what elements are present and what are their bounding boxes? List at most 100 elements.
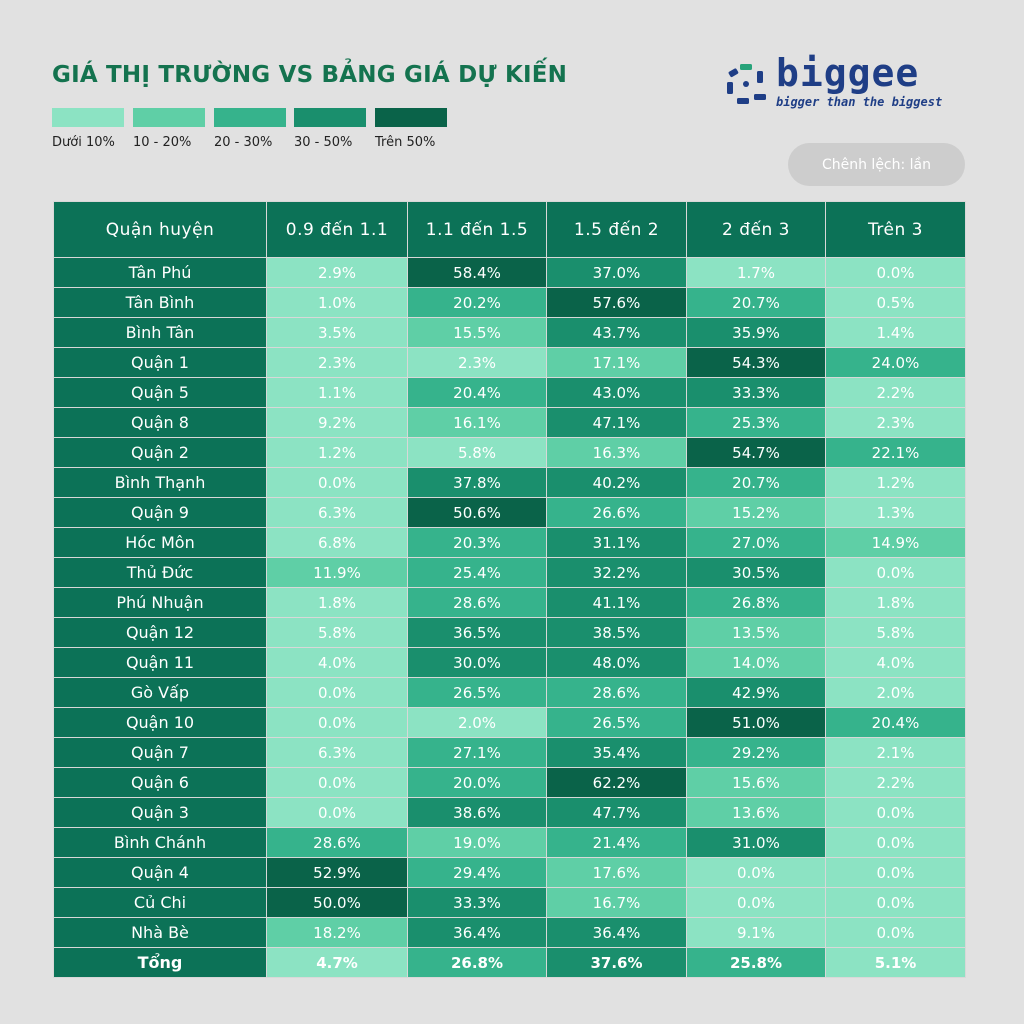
value-cell: 42.9% [686, 677, 826, 708]
value-cell: 41.1% [546, 587, 687, 618]
district-name-cell: Thủ Đức [53, 557, 267, 588]
value-cell: 6.8% [266, 527, 408, 558]
value-cell: 2.3% [266, 347, 408, 378]
value-cell: 29.4% [407, 857, 547, 888]
table-row: Quận 2 1.2% 5.8% 16.3% 54.7% 22.1% [53, 437, 966, 468]
value-cell: 35.9% [686, 317, 826, 348]
value-cell: 20.2% [407, 287, 547, 318]
value-cell: 16.1% [407, 407, 547, 438]
table-row: Quận 9 6.3% 50.6% 26.6% 15.2% 1.3% [53, 497, 966, 528]
value-cell: 38.6% [407, 797, 547, 828]
value-cell: 33.3% [407, 887, 547, 918]
value-cell: 14.9% [825, 527, 966, 558]
district-name-cell: Quận 10 [53, 707, 267, 738]
value-cell: 3.5% [266, 317, 408, 348]
value-cell: 1.1% [266, 377, 408, 408]
legend-label: 20 - 30% [214, 135, 273, 150]
table-row: Quận 10 0.0% 2.0% 26.5% 51.0% 20.4% [53, 707, 966, 738]
value-cell: 0.0% [825, 887, 966, 918]
value-cell: 33.3% [686, 377, 826, 408]
legend-label: 30 - 50% [294, 135, 353, 150]
value-cell: 58.4% [407, 257, 547, 288]
value-cell: 36.5% [407, 617, 547, 648]
value-cell: 5.1% [825, 947, 966, 978]
value-cell: 50.6% [407, 497, 547, 528]
value-cell: 25.8% [686, 947, 826, 978]
value-cell: 32.2% [546, 557, 687, 588]
value-cell: 1.2% [825, 467, 966, 498]
district-name-cell: Bình Chánh [53, 827, 267, 858]
value-cell: 20.4% [407, 377, 547, 408]
column-header: 1.5 đến 2 [546, 201, 687, 258]
value-cell: 0.0% [825, 827, 966, 858]
value-cell: 2.0% [407, 707, 547, 738]
value-cell: 27.0% [686, 527, 826, 558]
value-cell: 13.5% [686, 617, 826, 648]
table-total-row: Tổng 4.7% 26.8% 37.6% 25.8% 5.1% [53, 947, 966, 978]
value-cell: 0.0% [266, 767, 408, 798]
page-title: GIÁ THỊ TRƯỜNG VS BẢNG GIÁ DỰ KIẾN [52, 62, 568, 88]
price-comparison-table: Quận huyện 0.9 đến 1.1 1.1 đến 1.5 1.5 đến … [53, 201, 966, 978]
legend-item: 30 - 50% [294, 108, 366, 150]
column-header: Trên 3 [825, 201, 966, 258]
district-name-cell: Quận 7 [53, 737, 267, 768]
table-row: Tân Phú 2.9% 58.4% 37.0% 1.7% 0.0% [53, 257, 966, 288]
value-cell: 43.7% [546, 317, 687, 348]
value-cell: 5.8% [407, 437, 547, 468]
table-header-row: Quận huyện 0.9 đến 1.1 1.1 đến 1.5 1.5 đến … [53, 201, 966, 258]
value-cell: 37.6% [546, 947, 687, 978]
legend-label: 10 - 20% [133, 135, 192, 150]
value-cell: 36.4% [546, 917, 687, 948]
value-cell: 37.8% [407, 467, 547, 498]
value-cell: 2.0% [825, 677, 966, 708]
value-cell: 18.2% [266, 917, 408, 948]
value-cell: 31.1% [546, 527, 687, 558]
value-cell: 2.2% [825, 377, 966, 408]
value-cell: 0.0% [825, 257, 966, 288]
value-cell: 25.4% [407, 557, 547, 588]
biggee-logo-mark [727, 64, 766, 104]
legend-item: 10 - 20% [133, 108, 205, 150]
value-cell: 21.4% [546, 827, 687, 858]
district-name-cell: Gò Vấp [53, 677, 267, 708]
district-name-cell: Quận 9 [53, 497, 267, 528]
table-row: Bình Thạnh 0.0% 37.8% 40.2% 20.7% 1.2% [53, 467, 966, 498]
legend-swatch [214, 108, 286, 127]
value-cell: 11.9% [266, 557, 408, 588]
legend-label: Trên 50% [375, 135, 436, 150]
value-cell: 20.7% [686, 287, 826, 318]
district-name-cell: Quận 11 [53, 647, 267, 678]
value-cell: 16.3% [546, 437, 687, 468]
value-cell: 48.0% [546, 647, 687, 678]
value-cell: 17.1% [546, 347, 687, 378]
table-row: Nhà Bè 18.2% 36.4% 36.4% 9.1% 0.0% [53, 917, 966, 948]
value-cell: 4.0% [825, 647, 966, 678]
legend-item: Dưới 10% [52, 108, 124, 150]
table-row: Gò Vấp 0.0% 26.5% 28.6% 42.9% 2.0% [53, 677, 966, 708]
table-body: Tân Phú 2.9% 58.4% 37.0% 1.7% 0.0% Tân Bình 1.0… [53, 257, 966, 978]
value-cell: 0.0% [686, 887, 826, 918]
value-cell: 9.2% [266, 407, 408, 438]
district-name-cell: Nhà Bè [53, 917, 267, 948]
value-cell: 0.0% [825, 557, 966, 588]
table-row: Bình Tân 3.5% 15.5% 43.7% 35.9% 1.4% [53, 317, 966, 348]
table-row: Tân Bình 1.0% 20.2% 57.6% 20.7% 0.5% [53, 287, 966, 318]
value-cell: 28.6% [266, 827, 408, 858]
value-cell: 0.0% [825, 917, 966, 948]
table-row: Quận 12 5.8% 36.5% 38.5% 13.5% 5.8% [53, 617, 966, 648]
value-cell: 52.9% [266, 857, 408, 888]
value-cell: 1.3% [825, 497, 966, 528]
value-cell: 4.7% [266, 947, 408, 978]
value-cell: 0.0% [686, 857, 826, 888]
value-cell: 22.1% [825, 437, 966, 468]
value-cell: 15.5% [407, 317, 547, 348]
logo-tagline: bigger than the biggest [776, 95, 943, 109]
value-cell: 15.2% [686, 497, 826, 528]
value-cell: 2.1% [825, 737, 966, 768]
district-name-cell: Bình Tân [53, 317, 267, 348]
value-cell: 1.4% [825, 317, 966, 348]
value-cell: 6.3% [266, 737, 408, 768]
district-name-cell: Quận 4 [53, 857, 267, 888]
table-row: Quận 7 6.3% 27.1% 35.4% 29.2% 2.1% [53, 737, 966, 768]
district-name-cell: Quận 1 [53, 347, 267, 378]
